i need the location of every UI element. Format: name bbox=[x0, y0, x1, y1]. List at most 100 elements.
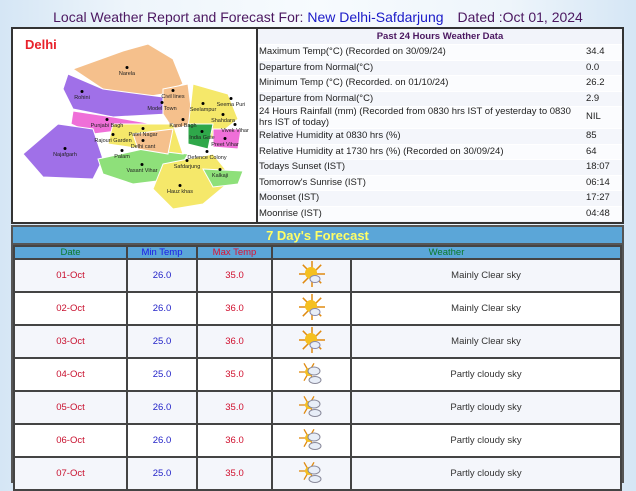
forecast-max-temp: 36.0 bbox=[196, 324, 273, 359]
past-data-value: 26.2 bbox=[586, 77, 605, 88]
map-place-marker bbox=[160, 101, 164, 104]
forecast-date: 07-Oct bbox=[13, 456, 128, 491]
forecast-date: 05-Oct bbox=[13, 390, 128, 425]
page-title: Local Weather Report and Forecast For: N… bbox=[0, 9, 636, 25]
mainly-clear-icon bbox=[271, 291, 352, 326]
forecast-date: 02-Oct bbox=[13, 291, 128, 326]
map-place-marker bbox=[233, 123, 237, 126]
past-data-row: Relative Humidity at 1730 hrs (%) (Recor… bbox=[258, 143, 622, 159]
map-place-marker bbox=[80, 90, 84, 93]
map-place-label: Delhi cant bbox=[130, 144, 156, 150]
map-place-marker bbox=[141, 127, 145, 130]
forecast-max-temp: 35.0 bbox=[196, 258, 273, 293]
map-place-marker bbox=[205, 150, 209, 153]
partly-cloudy-icon bbox=[271, 390, 352, 425]
map-place-marker bbox=[200, 130, 204, 133]
map-place-label: Seema Puri bbox=[216, 102, 246, 108]
forecast-max-temp: 35.0 bbox=[196, 390, 273, 425]
past-data-row: Minimum Temp (°C) (Recorded. on 01/10/24… bbox=[258, 75, 622, 91]
past-data-row: Maximum Temp(°C) (Recorded on 30/09/24) 3… bbox=[258, 44, 622, 60]
past-data-value: 17:27 bbox=[586, 192, 610, 203]
past-data-value: 0.0 bbox=[586, 61, 600, 73]
header-max-temp: Max Temp bbox=[196, 245, 273, 260]
past-24h-table: Past 24 Hours Weather Data Maximum Temp(… bbox=[258, 29, 622, 222]
past-data-row: Departure from Normal(°C) 0.0 bbox=[258, 59, 622, 75]
past-data-label: Maximum Temp(°C) (Recorded on 30/09/24) bbox=[259, 46, 446, 57]
past-data-row: Todays Sunset (IST) 18:07 bbox=[258, 159, 622, 175]
map-place-label: Safdarjung bbox=[173, 164, 201, 170]
past-data-label: Minimum Temp (°C) (Recorded. on 01/10/24… bbox=[259, 77, 449, 88]
forecast-weather: Mainly Clear sky bbox=[350, 291, 622, 326]
past-data-label: Moonrise (IST) bbox=[259, 207, 322, 219]
map-place-marker bbox=[223, 137, 227, 140]
title-prefix: Local Weather Report and Forecast For: bbox=[53, 9, 304, 25]
past-data-label: Departure from Normal(°C) bbox=[259, 61, 374, 73]
forecast-row: 04-Oct 25.0 35.0 Partly cloudy sky bbox=[13, 357, 622, 392]
summary-panel: Delhi Narela Rohini Model Town Civil lines S… bbox=[11, 27, 624, 224]
map-place-marker bbox=[141, 139, 145, 142]
past-data-value: 34.4 bbox=[586, 46, 605, 57]
forecast-weather: Mainly Clear sky bbox=[350, 324, 622, 359]
map-place-marker bbox=[120, 149, 124, 152]
map-place-marker bbox=[178, 184, 182, 187]
map-place-marker bbox=[218, 168, 222, 171]
forecast-min-temp: 25.0 bbox=[126, 324, 198, 359]
forecast-row: 07-Oct 25.0 35.0 Partly cloudy sky bbox=[13, 456, 622, 491]
map-place-label: Vasant Vihar bbox=[126, 168, 158, 174]
forecast-min-temp: 26.0 bbox=[126, 291, 198, 326]
map-place-label: Preet Vihar bbox=[211, 142, 239, 148]
map-place-label: Hauz khas bbox=[167, 189, 193, 195]
map-place-label: Punjabi Bagh bbox=[90, 123, 124, 129]
past-data-value: 2.9 bbox=[586, 92, 600, 104]
past-data-label: Relative Humidity at 1730 hrs (%) (Recor… bbox=[259, 145, 504, 157]
past-data-row: Departure from Normal(°C) 2.9 bbox=[258, 90, 622, 106]
map-place-label: Narela bbox=[118, 71, 136, 77]
forecast-weather: Partly cloudy sky bbox=[350, 390, 622, 425]
header-date: Date bbox=[13, 245, 128, 260]
map-place-label: Palam bbox=[114, 154, 130, 160]
map-place-label: Patel Nagar bbox=[128, 132, 158, 138]
map-place-marker bbox=[171, 89, 175, 92]
forecast-table: 7 Day's Forecast Date Min Temp Max Temp … bbox=[11, 225, 624, 491]
partly-cloudy-icon bbox=[271, 357, 352, 392]
forecast-min-temp: 25.0 bbox=[126, 456, 198, 491]
map-place-label: Civil lines bbox=[161, 94, 185, 100]
map-place-label: Defence Colony bbox=[187, 155, 227, 161]
past-data-value: 04:48 bbox=[586, 207, 610, 219]
past-table-title: Past 24 Hours Weather Data bbox=[376, 31, 504, 42]
map-place-marker bbox=[201, 102, 205, 105]
map-place-label: Najafgarh bbox=[53, 152, 77, 158]
map-place-marker bbox=[105, 118, 109, 121]
map-place-marker bbox=[181, 118, 185, 121]
map-place-label: Vivek Vihar bbox=[221, 128, 249, 134]
forecast-min-temp: 26.0 bbox=[126, 423, 198, 458]
forecast-row: 06-Oct 26.0 36.0 Partly cloudy sky bbox=[13, 423, 622, 458]
mainly-clear-icon bbox=[271, 258, 352, 293]
map-place-label: Karol Bagh bbox=[169, 123, 197, 129]
delhi-map: Delhi Narela Rohini Model Town Civil lines S… bbox=[13, 29, 258, 222]
past-data-row: Moonrise (IST) 04:48 bbox=[258, 205, 622, 221]
past-data-value: NIL bbox=[586, 111, 601, 123]
past-data-value: 18:07 bbox=[586, 161, 610, 172]
map-place-marker bbox=[229, 97, 233, 100]
partly-cloudy-icon bbox=[271, 456, 352, 491]
past-data-row: Relative Humidity at 0830 hrs (%) 85 bbox=[258, 128, 622, 144]
past-data-label: Tomorrow's Sunrise (IST) bbox=[259, 176, 366, 188]
map-place-label: Model Town bbox=[147, 106, 177, 112]
forecast-min-temp: 25.0 bbox=[126, 357, 198, 392]
past-data-label: Departure from Normal(°C) bbox=[259, 92, 374, 104]
map-place-marker bbox=[140, 163, 144, 166]
forecast-row: 03-Oct 25.0 36.0 Mainly Clear sky bbox=[13, 324, 622, 359]
map-place-label: India Gate bbox=[189, 135, 215, 141]
map-place-marker bbox=[185, 159, 189, 162]
map-place-marker bbox=[125, 66, 129, 69]
map-place-label: Kalkaji bbox=[211, 173, 229, 179]
forecast-min-temp: 26.0 bbox=[126, 390, 198, 425]
map-place-marker bbox=[63, 147, 67, 150]
forecast-date: 01-Oct bbox=[13, 258, 128, 293]
report-date: Dated :Oct 01, 2024 bbox=[457, 9, 583, 25]
forecast-date: 06-Oct bbox=[13, 423, 128, 458]
past-data-value: 64 bbox=[586, 145, 597, 157]
past-data-row: Moonset (IST) 17:27 bbox=[258, 190, 622, 206]
past-data-label: Moonset (IST) bbox=[259, 192, 320, 203]
